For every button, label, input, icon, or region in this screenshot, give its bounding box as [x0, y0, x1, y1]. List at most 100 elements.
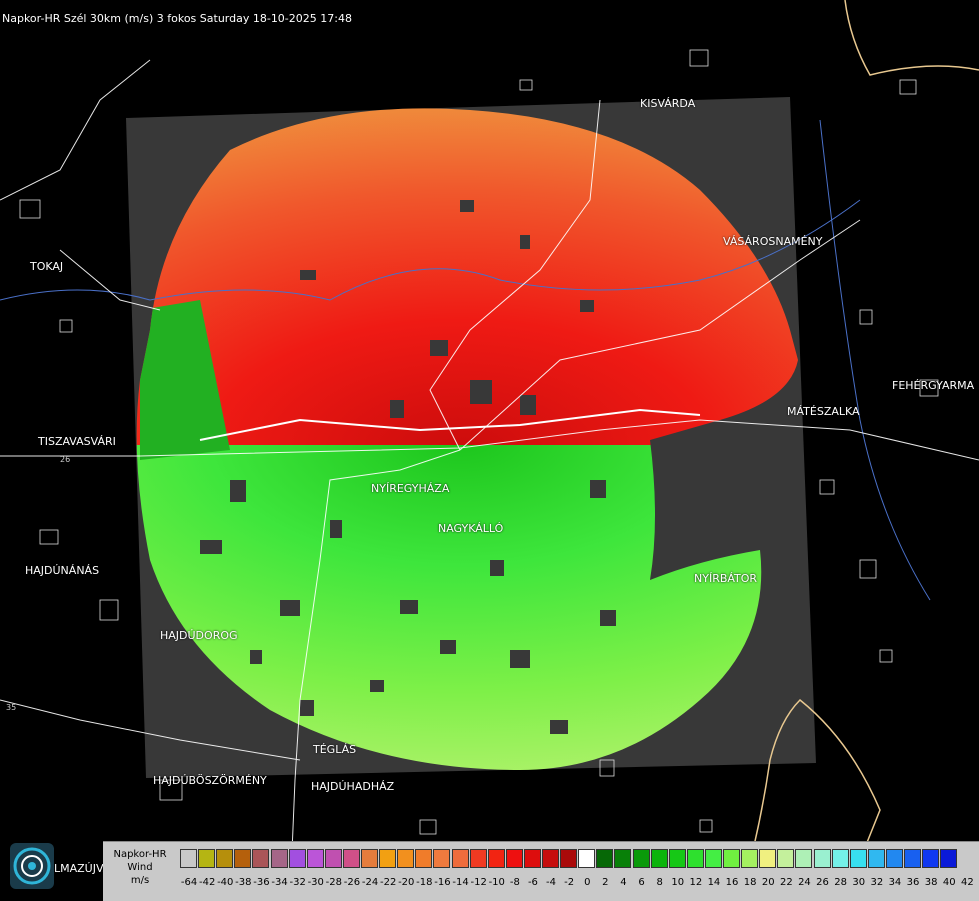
legend-swatch: [288, 849, 306, 868]
legend-tick-label: -32: [289, 877, 306, 888]
settlement-outlines: [19, 49, 939, 835]
legend-tick-label: -30: [307, 877, 324, 888]
city-label-balmazujvaros: LMAZÚJVÁR: [54, 862, 118, 875]
legend-swatch: [270, 849, 288, 868]
legend-tick-label: 8: [656, 877, 663, 888]
legend-tick-label: 6: [638, 877, 645, 888]
legend-tick-label: -2: [564, 877, 575, 888]
legend-swatch: [505, 849, 523, 868]
legend-swatch: [379, 849, 397, 868]
city-label-nagykallo: NAGYKÁLLÓ: [438, 522, 504, 535]
road-number-35: 35: [6, 703, 17, 712]
legend-swatch: [632, 849, 650, 868]
legend-tick-label: 14: [707, 877, 721, 888]
legend-label-line3: m/s: [130, 875, 150, 886]
city-label-teglas: TÉGLÁS: [313, 743, 357, 756]
city-label-mateszalka: MÁTÉSZALKA: [787, 405, 860, 418]
legend-swatch: [704, 849, 722, 868]
legend-swatch: [415, 849, 433, 868]
legend-tick-label: 40: [942, 877, 956, 888]
legend-swatch: [795, 849, 813, 868]
city-label-fehergyarmat: FEHÉRGYARMA: [892, 379, 975, 392]
road-number-26: 26: [60, 455, 71, 464]
legend-tick-label: 38: [924, 877, 938, 888]
legend-swatch: [578, 849, 596, 868]
legend-tick-label: 20: [761, 877, 775, 888]
legend-tick-label: -6: [527, 877, 538, 888]
country-border: [739, 0, 979, 900]
legend-swatch: [668, 849, 686, 868]
city-label-kisvarda: KISVÁRDA: [640, 97, 696, 110]
legend-swatch: [686, 849, 704, 868]
legend-tick-label: 30: [852, 877, 866, 888]
legend-tick-label: -24: [361, 877, 379, 888]
legend-swatch: [614, 849, 632, 868]
legend-swatch: [361, 849, 378, 868]
legend-tick-label: -40: [217, 877, 234, 888]
legend-label-line1: Napkor-HR: [113, 849, 167, 860]
legend-swatch: [397, 849, 415, 868]
legend-swatch: [723, 849, 740, 868]
city-label-nyiregyhaza: NYÍREGYHÁZA: [371, 482, 450, 495]
legend-tick-label: -42: [198, 877, 216, 888]
legend-tick-label: -22: [379, 877, 397, 888]
legend-swatch: [180, 849, 197, 868]
legend-swatch: [234, 849, 252, 868]
legend-swatch: [324, 849, 342, 868]
legend-tick-label: -38: [235, 877, 252, 888]
legend-tick-label: 24: [798, 877, 811, 888]
legend-swatch: [252, 849, 270, 868]
river: [0, 119, 931, 601]
legend-swatch: [342, 849, 360, 868]
legend-swatch: [560, 849, 578, 868]
legend-tick-label: -14: [452, 877, 469, 888]
city-label-tokaj: TOKAJ: [30, 260, 64, 273]
legend-swatch: [831, 849, 849, 868]
legend-tick-label: 28: [834, 877, 848, 888]
legend-swatch: [469, 849, 487, 868]
legend-tick-label: -20: [398, 877, 415, 888]
legend-swatch: [216, 849, 234, 868]
legend-swatch: [922, 849, 940, 868]
city-label-hajdudorog: HAJDÚDOROG: [160, 629, 238, 642]
legend-tick-label: -34: [271, 877, 288, 888]
legend-swatch: [198, 849, 216, 868]
legend-swatch: [523, 849, 541, 868]
legend-tick-label: -64: [180, 877, 198, 888]
legend-tick-label: -28: [325, 877, 343, 888]
legend-swatch: [451, 849, 469, 868]
legend-swatch: [542, 849, 559, 868]
legend-swatch: [306, 849, 324, 868]
legend-swatch: [777, 849, 795, 868]
legend-tick-label: 0: [584, 877, 591, 888]
legend-swatch: [650, 849, 668, 868]
legend-swatch: [867, 849, 885, 868]
page-title: Napkor-HR Szél 30km (m/s) 3 fokos Saturd…: [2, 12, 352, 25]
color-legend: Napkor-HR Wind m/s -64 -42 -40 -38 -36 -34 -32…: [103, 841, 979, 901]
city-label-vasarosnameny: VÁSÁROSNAMÉNY: [723, 235, 823, 248]
legend-tick-label: -4: [546, 877, 557, 888]
city-label-hajduhadhaz: HAJDÚHADHÁZ: [311, 780, 395, 793]
legend-tick-label: 32: [870, 877, 884, 888]
legend-swatch: [433, 849, 451, 868]
legend-tick-label: -12: [470, 877, 487, 888]
legend-tick-label: -18: [416, 877, 433, 888]
legend-tick-label: 10: [671, 877, 685, 888]
legend-tick-label: -10: [488, 877, 505, 888]
legend-tick-label: 34: [888, 877, 902, 888]
legend-swatch: [487, 849, 505, 868]
legend-swatch: [849, 849, 867, 868]
city-label-hajduboszormeny: HAJDÚBÖSZÖRMÉNY: [153, 774, 267, 787]
legend-tick-label: -16: [434, 877, 451, 888]
legend-swatch: [904, 849, 921, 868]
legend-swatch: [759, 849, 777, 868]
road-network: [0, 59, 979, 900]
legend-tick-label: -26: [343, 877, 361, 888]
legend-tick-label: 42: [960, 877, 974, 888]
legend-tick-label: 18: [743, 877, 757, 888]
legend-tick-label: 4: [620, 877, 627, 888]
city-label-hajdunanas: HAJDÚNÁNÁS: [25, 564, 100, 577]
legend-tick-label: 36: [906, 877, 920, 888]
legend-tick-label: 16: [725, 877, 739, 888]
